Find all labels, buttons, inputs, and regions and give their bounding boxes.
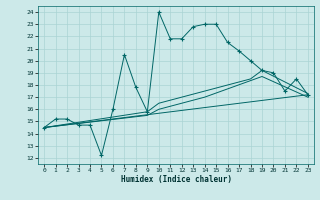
X-axis label: Humidex (Indice chaleur): Humidex (Indice chaleur) (121, 175, 231, 184)
